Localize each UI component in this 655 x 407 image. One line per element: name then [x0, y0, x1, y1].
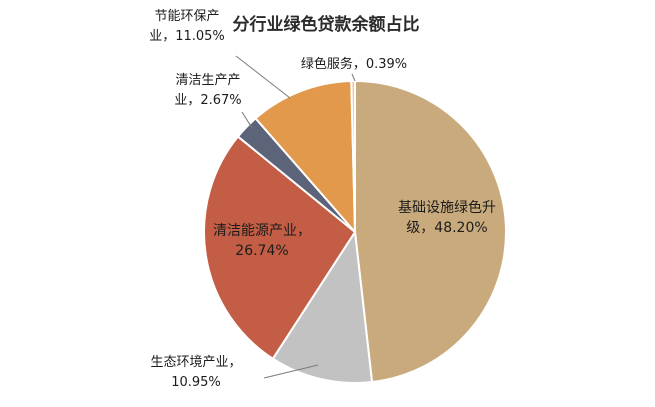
pie-slice-2	[203, 135, 357, 361]
slice-label-line: 业，2.67%	[174, 93, 241, 108]
slice-label-2: 清洁能源产业， 26.74%	[213, 223, 311, 259]
leader-line-4	[235, 55, 291, 99]
pie-slices	[203, 79, 507, 384]
slice-label-line: 级，48.20%	[406, 220, 487, 236]
slice-label-line: 基础设施绿色升	[398, 199, 496, 216]
pie-slice-1	[271, 229, 374, 384]
slice-label-line: 绿色服务，0.39%	[301, 56, 407, 72]
slice-label-3: 清洁生产产业，2.67%	[174, 73, 241, 108]
slice-label-line: 清洁能源产业，	[213, 223, 311, 239]
slice-label-line: 26.74%	[235, 243, 288, 259]
leader-lines	[235, 55, 356, 379]
pie-slice-0	[354, 79, 507, 384]
slice-label-line: 10.95%	[171, 375, 221, 390]
slice-label-0: 基础设施绿色升级，48.20%	[398, 199, 496, 236]
slice-label-1: 生态环境产业， 10.95%	[150, 355, 241, 390]
slice-labels: 基础设施绿色升级，48.20% 生态环境产业， 10.95% 清洁能源产业， 26.74…	[149, 9, 496, 390]
pie-slice-4	[254, 80, 357, 235]
leader-line-1	[263, 364, 319, 379]
leader-line-5	[351, 73, 356, 82]
leader-line-3	[241, 111, 253, 129]
slice-label-line: 业，11.05%	[149, 29, 225, 44]
chart-title: 分行业绿色贷款余额占比	[233, 14, 420, 35]
slice-label-line: 生态环境产业，	[150, 355, 241, 370]
slice-label-line: 节能环保产	[154, 9, 219, 24]
slice-label-5: 绿色服务，0.39%	[301, 56, 407, 72]
slice-label-4: 节能环保产业，11.05%	[149, 9, 225, 44]
slice-label-line: 清洁生产产	[175, 73, 240, 88]
